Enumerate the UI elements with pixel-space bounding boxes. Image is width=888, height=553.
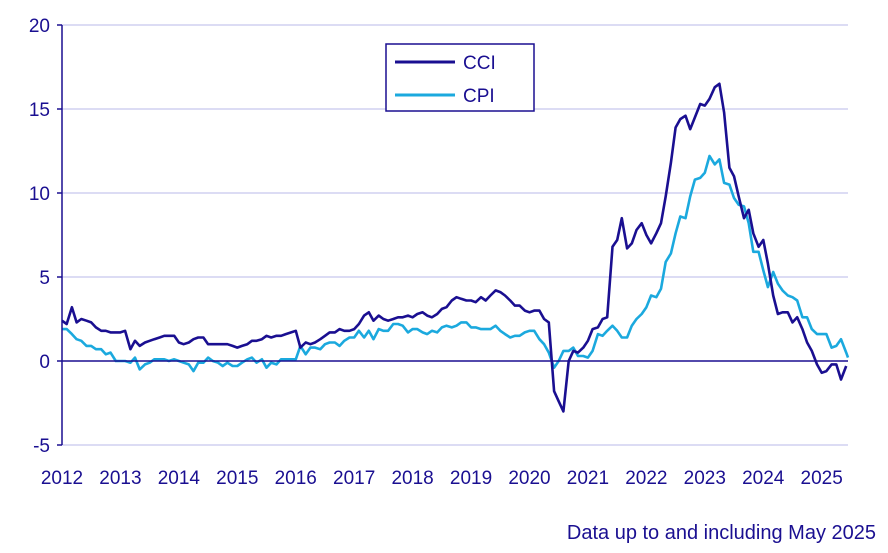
legend-box <box>385 43 535 112</box>
x-tick-label: 2013 <box>99 468 141 489</box>
x-tick-label: 2021 <box>567 468 609 489</box>
x-tick-label: 2014 <box>158 468 201 489</box>
x-tick-label: 2015 <box>216 468 258 489</box>
x-tick-label: 2012 <box>41 468 83 489</box>
x-tick-label: 2019 <box>450 468 492 489</box>
y-tick-label: 20 <box>29 16 50 37</box>
legend-label: CPI <box>463 86 495 107</box>
series-lines <box>61 82 850 413</box>
x-tick-label: 2020 <box>508 468 550 489</box>
y-tick-label: 15 <box>29 100 50 121</box>
x-tick-label: 2016 <box>275 468 317 489</box>
data-note: Data up to and including May 2025 <box>566 522 876 544</box>
gridlines <box>62 24 848 446</box>
x-tick-label: 2025 <box>801 468 843 489</box>
y-tick-label: 5 <box>39 268 50 289</box>
y-tick-label: 10 <box>29 184 50 205</box>
x-tick-label: 2018 <box>391 468 433 489</box>
x-tick-label: 2023 <box>684 468 726 489</box>
series-line-cpi <box>62 154 850 373</box>
x-tick-label: 2024 <box>742 468 785 489</box>
y-tick-label: 0 <box>39 352 50 373</box>
x-tick-label: 2022 <box>625 468 667 489</box>
y-tick-label: -5 <box>33 436 50 457</box>
legend: CCI CPI <box>385 43 535 112</box>
axes: -5 0 5 10 15 20 2012 2013 2014 2015 2016 2017 2018 20… <box>29 16 848 489</box>
series-line-cci <box>61 82 848 413</box>
legend-label: CCI <box>463 53 496 74</box>
x-tick-label: 2017 <box>333 468 375 489</box>
